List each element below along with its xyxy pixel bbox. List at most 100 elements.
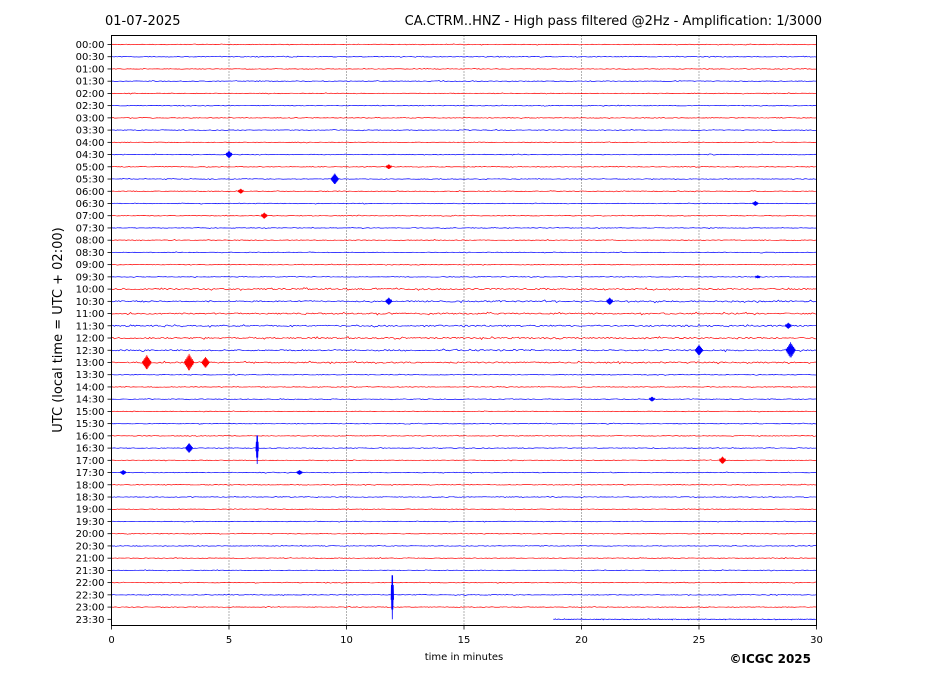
y-tick-label: 23:30 bbox=[76, 615, 105, 626]
event-burst-9 bbox=[606, 297, 614, 305]
event-burst-17 bbox=[255, 435, 259, 464]
event-burst-2 bbox=[385, 164, 392, 170]
y-tick-label: 00:00 bbox=[76, 40, 105, 51]
trace-row-1200 bbox=[111, 336, 817, 340]
trace-row-0100 bbox=[111, 67, 817, 70]
y-tick-label: 06:30 bbox=[76, 199, 105, 210]
trace-row-1430 bbox=[111, 398, 817, 401]
y-tick-label: 18:00 bbox=[76, 480, 105, 491]
trace-row-1300 bbox=[111, 360, 817, 365]
y-tick-label: 10:00 bbox=[76, 285, 105, 296]
y-axis-label: UTC (local time = UTC + 02:00) bbox=[51, 227, 66, 432]
trace-row-0900 bbox=[111, 263, 817, 266]
trace-row-0730 bbox=[111, 226, 817, 230]
event-burst-8 bbox=[385, 297, 393, 305]
x-tick-label: 0 bbox=[108, 635, 114, 646]
trace-row-0030 bbox=[111, 55, 817, 58]
x-tick-label: 20 bbox=[575, 635, 588, 646]
y-tick-label: 01:30 bbox=[76, 77, 105, 88]
y-tick-label: 22:00 bbox=[76, 578, 105, 589]
event-burst-16 bbox=[648, 396, 656, 402]
trace-row-2030 bbox=[111, 544, 817, 547]
y-tick-label: 05:30 bbox=[76, 175, 105, 186]
y-tick-label: 16:30 bbox=[76, 444, 105, 455]
trace-row-0700 bbox=[111, 214, 817, 217]
y-tick-label: 06:00 bbox=[76, 187, 105, 198]
y-tick-label: 15:00 bbox=[76, 407, 105, 418]
y-tick-label: 02:00 bbox=[76, 89, 105, 100]
x-tick-label: 25 bbox=[693, 635, 706, 646]
trace-row-1000 bbox=[111, 287, 817, 291]
event-burst-4 bbox=[237, 188, 244, 194]
vertical-gridlines bbox=[228, 35, 700, 626]
trace-row-1730 bbox=[111, 471, 817, 474]
y-tick-label: 20:30 bbox=[76, 541, 105, 552]
trace-row-1900 bbox=[111, 508, 817, 511]
y-tick-label: 09:00 bbox=[76, 260, 105, 271]
y-tick-label: 09:30 bbox=[76, 272, 105, 283]
trace-row-1830 bbox=[111, 495, 817, 499]
y-tick-label: 07:00 bbox=[76, 211, 105, 222]
y-tick-label: 21:00 bbox=[76, 554, 105, 565]
event-burst-21 bbox=[296, 470, 303, 475]
trace-row-0200 bbox=[111, 92, 817, 95]
y-tick-label: 12:30 bbox=[76, 346, 105, 357]
trace-row-1700 bbox=[111, 459, 817, 462]
y-tick-label: 01:00 bbox=[76, 64, 105, 75]
y-tick-label: 22:30 bbox=[76, 590, 105, 601]
event-burst-7 bbox=[754, 275, 761, 279]
trace-row-1800 bbox=[111, 483, 817, 486]
trace-row-2000 bbox=[111, 532, 817, 535]
trace-row-2100 bbox=[111, 557, 817, 560]
trace-row-0130 bbox=[111, 80, 817, 83]
y-tick-label: 15:30 bbox=[76, 419, 105, 430]
trace-row-2200 bbox=[111, 581, 817, 584]
trace-row-0230 bbox=[111, 104, 817, 107]
y-tick-label: 19:30 bbox=[76, 517, 105, 528]
copyright-label: ©ICGC 2025 bbox=[729, 652, 811, 666]
trace-row-2130 bbox=[111, 569, 817, 572]
y-tick-label: 16:00 bbox=[76, 431, 105, 442]
seismic-events bbox=[120, 150, 796, 620]
x-tick-label: 30 bbox=[810, 635, 823, 646]
y-tick-label: 02:30 bbox=[76, 101, 105, 112]
x-tick-label: 5 bbox=[226, 635, 232, 646]
y-tick-label: 03:00 bbox=[76, 113, 105, 124]
trace-row-0500 bbox=[111, 165, 817, 168]
event-burst-5 bbox=[752, 201, 759, 206]
event-burst-12 bbox=[785, 342, 796, 358]
trace-row-1100 bbox=[111, 311, 817, 316]
y-tick-label: 21:30 bbox=[76, 566, 105, 577]
y-tick-label: 18:30 bbox=[76, 493, 105, 504]
event-burst-20 bbox=[120, 470, 127, 475]
event-burst-18 bbox=[185, 443, 194, 453]
event-burst-11 bbox=[694, 344, 704, 356]
y-tick-label: 23:00 bbox=[76, 603, 105, 614]
y-tick-label: 04:00 bbox=[76, 138, 105, 149]
trace-row-1630 bbox=[111, 447, 817, 449]
y-tick-label: 13:30 bbox=[76, 370, 105, 381]
chart-title: CA.CTRM..HNZ - High pass filtered @2Hz -… bbox=[405, 14, 822, 29]
trace-row-0000 bbox=[111, 43, 817, 46]
trace-row-1400 bbox=[111, 385, 817, 388]
y-tick-label: 13:00 bbox=[76, 358, 105, 369]
y-tick-label: 05:00 bbox=[76, 162, 105, 173]
x-axis-label: time in minutes bbox=[425, 652, 504, 663]
event-burst-1 bbox=[225, 150, 233, 158]
y-tick-label: 14:30 bbox=[76, 395, 105, 406]
trace-row-2300 bbox=[111, 606, 817, 608]
event-burst-13 bbox=[141, 355, 152, 370]
y-tick-label: 04:30 bbox=[76, 150, 105, 161]
x-tick-label: 10 bbox=[340, 635, 353, 646]
trace-row-0600 bbox=[111, 190, 817, 193]
x-tick-labels: 0 5 10 15 20 25 30 bbox=[108, 625, 823, 646]
y-tick-label: 14:00 bbox=[76, 382, 105, 393]
trace-row-0400 bbox=[111, 141, 817, 144]
trace-row-0800 bbox=[111, 239, 817, 242]
trace-row-0530 bbox=[111, 178, 817, 181]
y-tick-label: 03:30 bbox=[76, 126, 105, 137]
y-tick-label: 07:30 bbox=[76, 223, 105, 234]
